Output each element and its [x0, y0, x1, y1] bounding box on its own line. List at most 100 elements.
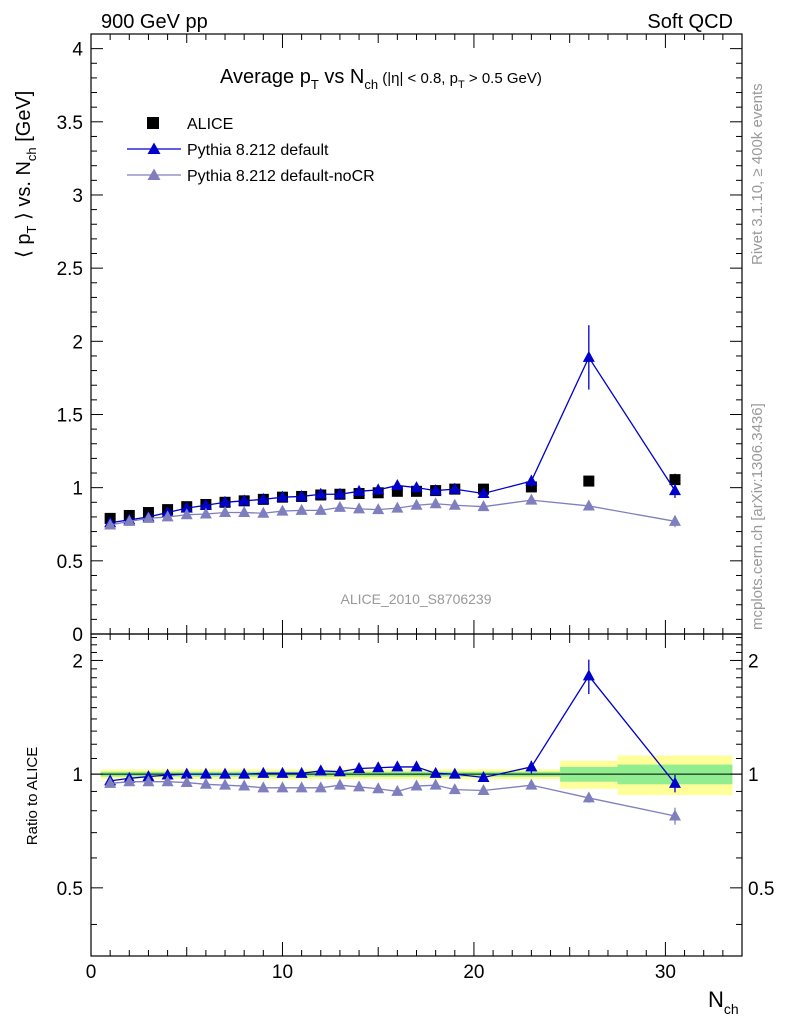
main-pythia-8-212-default-point: [314, 487, 327, 499]
title-prefix: Average p: [220, 66, 311, 88]
main-y-tick-label: 2.5: [57, 259, 83, 280]
ylabel-close: ⟩ vs. N: [13, 161, 35, 225]
main-pythia-8-212-default-nocr-point: [238, 506, 251, 518]
ratio-pythia-8-212-default-nocr-point: [314, 781, 327, 793]
x-tick-label: 10: [272, 962, 293, 983]
title-cut-a: (|η| < 0.8, p: [378, 70, 458, 87]
main-pythia-8-212-default-point: [429, 484, 442, 496]
main-pythia-8-212-default-point: [238, 494, 251, 506]
ratio-y-tick-label-right: 1: [748, 765, 759, 786]
main-pythia-8-212-default-nocr-point: [333, 500, 346, 512]
main-pythia-8-212-default-point: [219, 495, 232, 507]
main-pythia-8-212-default-point: [582, 350, 595, 362]
ratio-pythia-8-212-default-nocr-point: [477, 784, 490, 796]
main-y-tick-label: 3: [72, 186, 83, 207]
legend-marker-alice: [147, 117, 159, 129]
analysis-watermark: ALICE_2010_S8706239: [340, 591, 491, 607]
main-pythia-8-212-default-point: [333, 487, 346, 499]
ratio-pythia-8-212-default-nocr-point: [391, 784, 404, 796]
ratio-pythia-8-212-default-point: [448, 767, 461, 779]
main-pythia-8-212-default-point: [525, 474, 538, 486]
main-alice-point: [583, 475, 595, 487]
ratio-pythia-8-212-default-nocr-point: [199, 777, 212, 789]
main-pythia-8-212-default-point: [180, 501, 193, 513]
ratio-pythia-8-212-default-nocr-point: [219, 778, 232, 790]
xlabel-main: N: [708, 987, 724, 1012]
main-y-tick-label: 1: [72, 479, 83, 500]
ratio-y-tick-label-right: 0.5: [748, 879, 774, 900]
ratio-pythia-8-212-default-nocr: [104, 775, 681, 825]
main-y-tick-label: 4: [72, 40, 83, 61]
main-y-axis-label: ⟨ pT ⟩ vs. Nch [GeV]: [13, 91, 39, 258]
ratio-pythia-8-212-default-nocr-point: [525, 778, 538, 790]
main-plot-title: Average pT vs Nch (|η| < 0.8, pT > 0.5 G…: [220, 66, 542, 92]
ratio-pythia-8-212-default-nocr-point: [161, 775, 174, 787]
main-pythia-8-212-default-nocr-point: [525, 493, 538, 505]
ratio-pythia-8-212-default: [104, 659, 681, 793]
legend-marker-pythia-default: [147, 142, 161, 154]
x-tick-label: 0: [86, 962, 97, 983]
ratio-pythia-8-212-default-nocr-point: [448, 783, 461, 795]
ratio-pythia-8-212-default-point: [219, 767, 232, 779]
main-pythia-8-212-default-line: [110, 356, 676, 524]
main-y-tick-label: 3.5: [57, 113, 83, 134]
main-pythia-8-212-default-point: [276, 490, 289, 502]
ratio-pythia-8-212-default-point: [391, 760, 404, 772]
ratio-pythia-8-212-default-point: [525, 760, 538, 772]
ratio-pythia-8-212-default-nocr-point: [104, 776, 117, 788]
ratio-pythia-8-212-default-nocr-point: [429, 778, 442, 790]
ratio-y-axis-label: Ratio to ALICE: [24, 747, 41, 845]
ratio-pythia-8-212-default-point: [257, 766, 270, 778]
main-pythia-8-212-default-nocr: [104, 493, 681, 530]
ratio-pythia-8-212-default-point: [333, 765, 346, 777]
main-pythia-8-212-default-nocr-point: [257, 506, 270, 518]
main-pythia-8-212-default-nocr-point: [219, 506, 232, 518]
main-pythia-8-212-default-point: [391, 478, 404, 490]
ratio-pythia-8-212-default-point: [582, 669, 595, 681]
main-pythia-8-212-default-point: [353, 484, 366, 496]
main-pythia-8-212-default-point: [668, 484, 681, 496]
header-left-label: 900 GeV pp: [101, 11, 208, 33]
main-pythia-8-212-default-point: [410, 481, 423, 493]
ratio-pythia-8-212-default-point: [668, 776, 681, 788]
ratio-panel-series: [104, 659, 681, 825]
main-alice-point: [391, 485, 403, 497]
ratio-pythia-8-212-default-nocr-point: [410, 779, 423, 791]
ratio-y-tick-label-left: 0.5: [57, 879, 83, 900]
mcplots-reference-label: mcplots.cern.ch [arXiv:1306.3436]: [749, 403, 766, 630]
main-pythia-8-212-default-point: [477, 487, 490, 499]
ylabel-open: ⟨ p: [13, 234, 35, 258]
ratio-pythia-8-212-default-nocr-point: [333, 778, 346, 790]
main-alice-point: [669, 474, 681, 486]
ratio-pythia-8-212-default-nocr-point: [257, 781, 270, 793]
main-pythia-8-212-default-nocr-point: [477, 500, 490, 512]
main-pythia-8-212-default-nocr-point: [180, 508, 193, 520]
ratio-pythia-8-212-default-point: [410, 760, 423, 772]
main-pythia-8-212-default: [104, 325, 681, 528]
ratio-pythia-8-212-default-nocr-point: [372, 782, 385, 794]
title-sub1: T: [311, 77, 319, 92]
legend: ALICE Pythia 8.212 default Pythia 8.212 …: [127, 116, 375, 185]
ratio-pythia-8-212-default-nocr-point: [582, 791, 595, 803]
main-pythia-8-212-default-point: [372, 483, 385, 495]
ratio-pythia-8-212-default-nocr-point: [238, 779, 251, 791]
main-pythia-8-212-default-nocr-point: [142, 511, 155, 523]
ratio-pythia-8-212-default-nocr-point: [276, 781, 289, 793]
ratio-pythia-8-212-default-nocr-point: [353, 780, 366, 792]
x-axis-label: Nch: [708, 987, 739, 1017]
title-cut-sub: T: [458, 79, 465, 91]
ratio-pythia-8-212-default-point: [353, 762, 366, 774]
main-pythia-8-212-default-point: [295, 489, 308, 501]
ratio-pythia-8-212-default-point: [429, 766, 442, 778]
title-mid: vs N: [319, 66, 365, 88]
main-y-tick-label: 1.5: [57, 405, 83, 426]
main-pythia-8-212-default-nocr-point: [582, 499, 595, 511]
legend-label-pythia-default: Pythia 8.212 default: [187, 142, 329, 159]
main-pythia-8-212-default-point: [199, 498, 212, 510]
title-cut-b: > 0.5 GeV): [465, 70, 542, 87]
ratio-pythia-8-212-default-nocr-point: [180, 776, 193, 788]
main-pythia-8-212-default-nocr-point: [391, 501, 404, 513]
main-pythia-8-212-default-nocr-point: [410, 498, 423, 510]
main-pythia-8-212-default-nocr-point: [314, 503, 327, 515]
